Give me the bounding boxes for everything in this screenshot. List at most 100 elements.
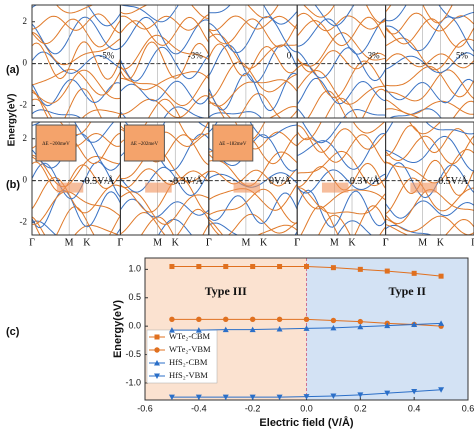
- x-tick-label: -0.6: [137, 403, 153, 413]
- band-line: [385, 224, 474, 235]
- inset-label: ΔE ~182meV: [219, 142, 247, 147]
- band-line: [318, 214, 386, 235]
- band-line: [385, 200, 474, 219]
- y-tick-label: -1.0: [125, 377, 141, 387]
- band-line: [120, 16, 209, 55]
- marker: [168, 327, 175, 333]
- highlight: [56, 182, 84, 193]
- band-line: [385, 53, 474, 69]
- band-line: [120, 191, 209, 225]
- band-line: [297, 220, 373, 235]
- band-line: [120, 14, 209, 31]
- band-panel: ΔE ~182meV 0V/Å: [208, 121, 298, 236]
- marker: [357, 266, 363, 272]
- band-line: [32, 41, 121, 80]
- panel-label: 3%: [368, 51, 381, 61]
- band-line: [32, 109, 82, 118]
- band-line: [297, 108, 386, 118]
- marker: [357, 323, 364, 330]
- band-line: [297, 12, 386, 32]
- band-line: [385, 148, 474, 184]
- band-line: [297, 69, 386, 105]
- k-label: M: [241, 237, 250, 248]
- band-line: [208, 43, 298, 77]
- band-line: [120, 166, 209, 197]
- band-line: [385, 100, 474, 118]
- band-line: [147, 98, 181, 118]
- band-line: [385, 5, 474, 22]
- band-line: [208, 168, 298, 187]
- marker: [303, 316, 310, 323]
- chart-label: (c): [6, 326, 20, 338]
- marker: [384, 268, 390, 274]
- band-line: [385, 12, 474, 35]
- panel-frame: [208, 4, 298, 119]
- region-label: Type III: [205, 284, 247, 298]
- k-label: Γ: [118, 237, 124, 248]
- marker: [222, 394, 229, 401]
- x-tick-label: 0.0: [300, 403, 313, 413]
- band-line: [385, 52, 474, 74]
- y-tick-label: -2: [20, 100, 28, 110]
- panel-label: -5%: [99, 51, 114, 61]
- x-tick-label: -0.2: [245, 403, 261, 413]
- inset-label: ΔE ~200meV: [42, 142, 70, 147]
- band-panel: -3%: [119, 4, 210, 119]
- k-label: Γ: [118, 237, 124, 248]
- region-label: Type II: [389, 284, 427, 298]
- band-line: [385, 215, 474, 235]
- band-line: [297, 186, 386, 210]
- band-line: [120, 198, 209, 218]
- bands: [32, 5, 121, 118]
- band-line: [208, 72, 298, 112]
- marker: [384, 390, 391, 397]
- marker: [276, 326, 283, 332]
- marker: [249, 326, 256, 333]
- highlight: [145, 182, 172, 193]
- marker: [304, 264, 309, 270]
- band-line: [120, 106, 209, 118]
- band-line: [297, 77, 386, 105]
- marker: [303, 394, 310, 400]
- band-panel: 0.3V/Å: [296, 121, 387, 236]
- band-line: [120, 16, 209, 46]
- k-label: M: [65, 237, 74, 248]
- bands: [297, 122, 386, 235]
- marker: [330, 317, 337, 324]
- bands: [120, 5, 209, 118]
- x-tick-label: 0.2: [354, 403, 367, 413]
- k-label: Γ: [383, 237, 389, 248]
- band-line: [32, 5, 121, 27]
- band-line: [120, 80, 209, 105]
- band-line: [408, 122, 442, 135]
- k-label: Γ: [29, 237, 35, 248]
- panel-label: 0.3V/Å: [350, 175, 381, 187]
- highlight: [410, 182, 437, 193]
- x-tick-label: 0.6: [462, 403, 474, 413]
- panel-label: -0.5V/Å: [81, 175, 115, 187]
- marker: [196, 316, 202, 323]
- marker: [438, 387, 445, 393]
- inset: [212, 124, 254, 162]
- band-line: [157, 218, 193, 235]
- panel-frame: [385, 121, 474, 236]
- k-label: K: [83, 237, 91, 248]
- band-line: [297, 32, 386, 67]
- y-tick-label: 2: [23, 133, 28, 143]
- band-line: [324, 97, 358, 118]
- marker: [154, 347, 160, 353]
- marker: [438, 273, 444, 279]
- band-line: [32, 68, 121, 96]
- band-line: [32, 176, 121, 214]
- marker: [276, 316, 283, 323]
- band-line: [208, 61, 298, 99]
- band-line: [120, 5, 179, 23]
- bands: [385, 5, 474, 118]
- highlight: [233, 182, 261, 193]
- band-line: [388, 108, 442, 118]
- band-line: [208, 33, 298, 69]
- k-label: K: [260, 237, 268, 248]
- band-line: [208, 192, 298, 225]
- band-line: [385, 18, 474, 48]
- band-panel: ΔE ~200meV -0.5V/Å: [31, 121, 121, 236]
